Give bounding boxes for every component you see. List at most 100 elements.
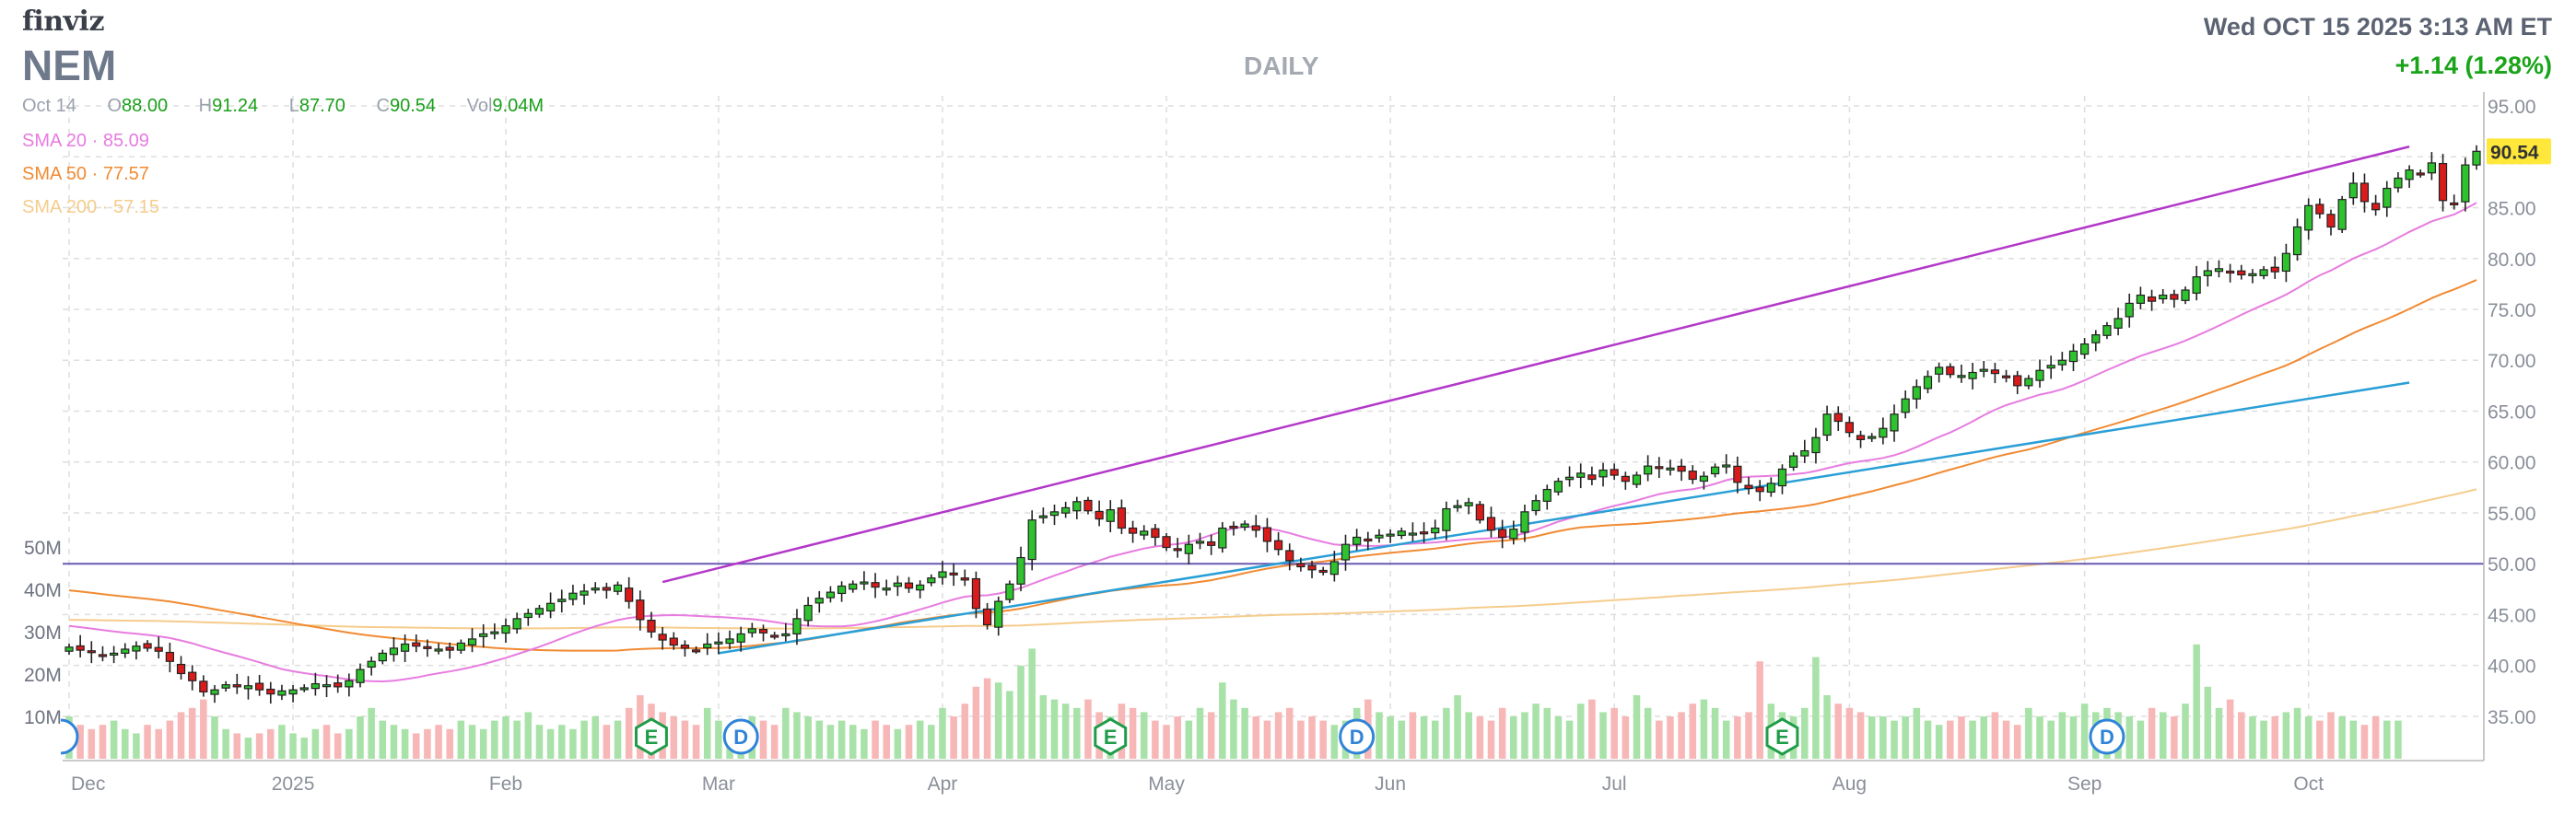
volume-bar [2395,720,2402,759]
candle-body [2024,378,2033,387]
dividend-marker [2089,718,2125,755]
volume-bar [1656,720,1663,759]
volume-bar [334,733,342,759]
candle-body [1307,564,1317,571]
volume-bar [1409,712,1417,759]
candle-body [1218,527,1227,549]
high-label: H [198,96,213,116]
candle-body [345,680,354,688]
volume-bar [1330,725,1339,759]
candle-body [2192,276,2201,294]
candle-body [288,689,298,695]
volume-bar [2238,712,2245,759]
candle-body [1598,469,1608,478]
candle-body [456,642,465,651]
candle-body [591,587,600,591]
candle-body [1061,506,1071,514]
volume-bar [1532,704,1540,759]
chart-axes: 35.00 40.00 45.00 50.00 55.00 60.00 65.00 70.00… [24,92,2551,795]
volume-bar [233,733,241,759]
candle-body [1173,548,1182,552]
sma50-legend[interactable]: SMA 50 · 77.57 [22,164,149,184]
volume-bar [1174,716,1181,759]
candle-body [1262,527,1272,542]
candle-body [602,587,611,591]
volume-bar [1633,695,1641,759]
volume-bar [435,725,442,759]
candle-body [545,602,556,612]
candle-body [736,633,745,643]
volume-bar [2304,716,2313,759]
dividend-marker-label: D [733,726,748,749]
channel-upper-line [662,145,2410,584]
finviz-logo[interactable]: finviz [22,6,104,38]
quote-datetime: Wed OCT 15 2025 3:13 AM ET [2203,13,2552,41]
price-tick-label: 80.00 [2488,250,2536,271]
volume-bar [412,733,420,759]
sma20-legend[interactable]: SMA 20 · 85.09 [22,131,149,151]
volume-bar [1420,716,1428,759]
volume-bar [1891,720,1898,759]
candle-body [2337,199,2347,230]
volume-bar [2036,716,2043,759]
volume-bar [1431,720,1439,759]
earnings-marker [1765,717,1799,756]
sma50-label: SMA 50 [22,164,88,184]
price-tick-label: 55.00 [2488,504,2536,525]
candle-body [2304,204,2313,231]
candlesticks [64,145,2481,704]
volume-bar [1722,720,1730,759]
volume-bar [255,733,263,759]
volume-bar [1947,720,1954,759]
candle-body [636,599,645,621]
candle-body [613,584,623,592]
candle-body [1632,474,1642,485]
volume-bar [1823,695,1831,759]
candle-body [1140,530,1149,536]
volume-bar [1285,707,1294,759]
candle-body [1710,466,1720,475]
volume-bar [99,725,107,759]
volume-bar [1465,712,1472,759]
volume-bar [1297,720,1305,759]
volume-bar [1274,712,1282,759]
candle-body [1890,413,1899,432]
volume-bar [468,725,476,759]
candle-body [1587,474,1597,481]
candle-body [814,598,824,604]
time-tick-label: Jun [1375,773,1406,795]
price-tick-label: 65.00 [2488,401,2536,423]
earnings-marker-label: E [645,726,659,749]
candle-body [1329,561,1339,576]
volume-bar [849,725,857,759]
volume-bar [278,725,286,759]
volume-tick-label: 30M [24,622,62,644]
earnings-marker [1094,717,1128,756]
candle-body [882,587,891,591]
candle-body [916,584,925,591]
volume-bar [2371,716,2380,759]
event-markers: E E ED D D [37,716,2125,757]
volume-bar [1196,707,1204,759]
volume-bar [670,716,678,759]
dividend-marker-label: D [1350,726,1364,749]
price-tick-label: 95.00 [2488,97,2536,118]
volume-bar [983,678,991,759]
earnings-marker-label: E [1775,726,1789,749]
volume-bar [2025,707,2032,759]
candle-body [2292,226,2302,256]
candle-body [1655,466,1664,470]
candle-body [266,688,275,695]
candle-body [2326,214,2336,228]
candle-body [1184,543,1193,554]
volume-bar [1734,716,1741,759]
sma200-legend[interactable]: SMA 200 · 57.15 [22,197,160,217]
volume-bar [928,725,935,759]
candle-body [2450,202,2459,206]
ohlc-readout: Oct 14 O88.00 H91.24 L87.70 C90.54 Vol9.… [22,96,544,117]
volume-bar [322,725,331,759]
candle-body [2281,252,2291,273]
candle-body [1128,527,1138,534]
volume-bar [2125,716,2134,759]
